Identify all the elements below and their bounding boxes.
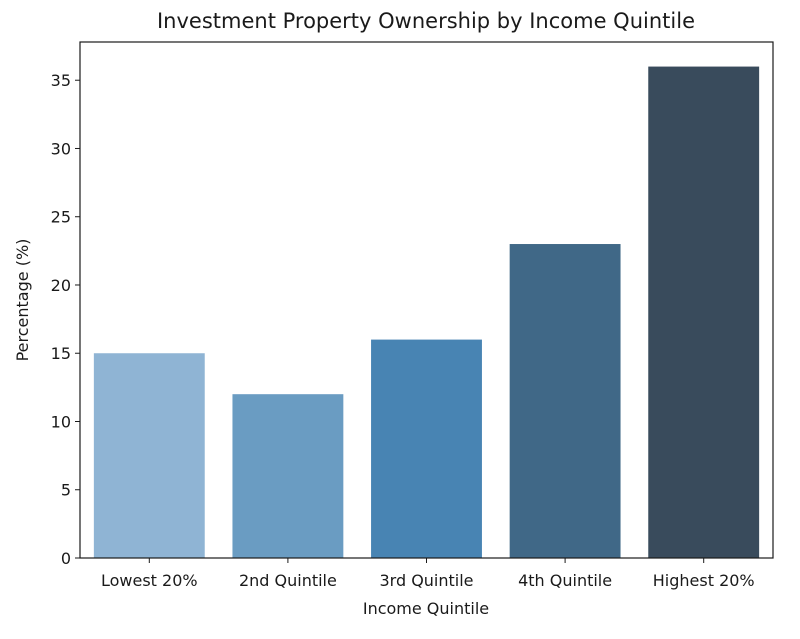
y-tick-label: 30 (51, 139, 71, 158)
y-tick-label: 15 (51, 344, 71, 363)
bar (93, 353, 205, 558)
x-tick-label: 2nd Quintile (239, 571, 337, 590)
plot-area: Lowest 20% 2nd Quintile 3rd Quintile 4th Qu… (51, 66, 760, 590)
bar (371, 339, 482, 558)
bar (232, 394, 344, 558)
x-tick-label: 4th Quintile (518, 571, 612, 590)
x-tick-label: 3rd Quintile (379, 571, 473, 590)
y-axis-label: Percentage (%) (13, 239, 32, 362)
x-tick-label: Lowest 20% (101, 571, 198, 590)
x-axis-label: Income Quintile (363, 599, 489, 618)
x-tick-label: Highest 20% (653, 571, 755, 590)
bar (509, 244, 621, 558)
y-tick-label: 0 (61, 549, 71, 568)
plot-frame (79, 41, 774, 559)
y-tick-label: 20 (51, 276, 71, 295)
y-tick-label: 25 (51, 208, 71, 227)
y-tick-label: 10 (51, 412, 71, 431)
chart-title: Investment Property Ownership by Income … (157, 9, 695, 33)
y-tick-label: 5 (61, 481, 71, 500)
y-tick-label: 35 (51, 71, 71, 90)
bar (648, 66, 760, 558)
